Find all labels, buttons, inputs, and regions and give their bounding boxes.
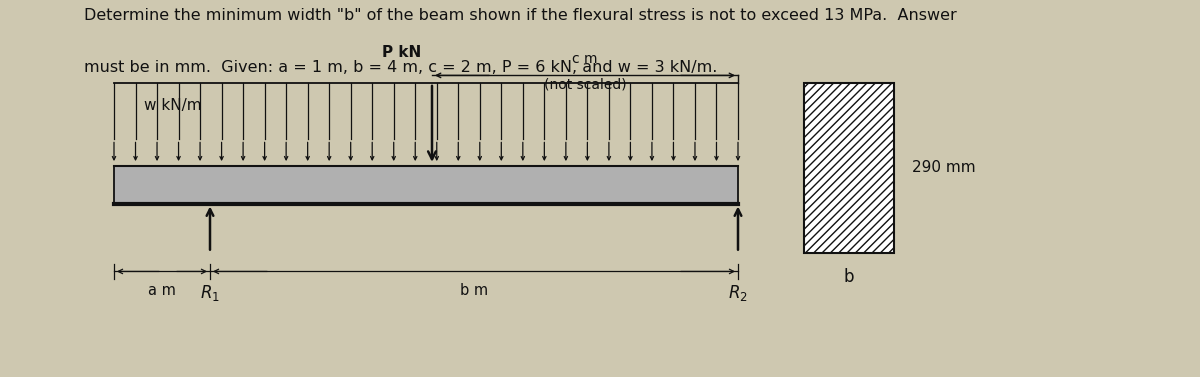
Text: $R_1$: $R_1$ [200,283,220,303]
Text: P kN: P kN [383,45,421,60]
Text: 290 mm: 290 mm [912,160,976,175]
Text: a m: a m [148,283,176,298]
Polygon shape [804,83,894,253]
Text: b: b [844,268,854,286]
Polygon shape [114,166,738,204]
Text: (not scaled): (not scaled) [544,77,626,91]
Text: must be in mm.  Given: a = 1 m, b = 4 m, c = 2 m, P = 6 kN, and w = 3 kN/m.: must be in mm. Given: a = 1 m, b = 4 m, … [84,60,718,75]
Text: $R_2$: $R_2$ [728,283,748,303]
Text: Determine the minimum width "b" of the beam shown if the flexural stress is not : Determine the minimum width "b" of the b… [84,8,956,23]
Text: w kN/m: w kN/m [144,98,202,113]
Text: c m: c m [572,52,598,66]
Text: b m: b m [460,283,488,298]
